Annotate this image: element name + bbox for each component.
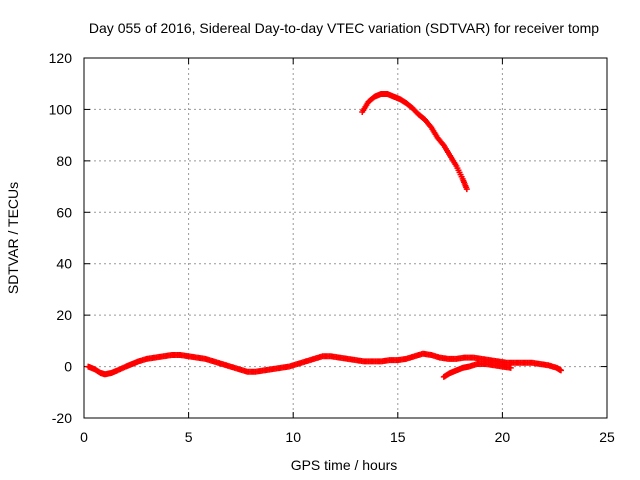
y-tick-label: 80 bbox=[56, 153, 72, 169]
y-tick-label: 120 bbox=[49, 50, 73, 66]
x-tick-label: 5 bbox=[185, 429, 193, 445]
x-tick-label: 20 bbox=[495, 429, 511, 445]
x-tick-label: 15 bbox=[390, 429, 406, 445]
y-axis-label: SDTVAR / TECUs bbox=[5, 182, 21, 294]
x-tick-label: 25 bbox=[599, 429, 615, 445]
y-tick-label: 40 bbox=[56, 256, 72, 272]
x-tick-label: 0 bbox=[80, 429, 88, 445]
data-series bbox=[85, 91, 564, 380]
y-tick-label: -20 bbox=[52, 410, 72, 426]
data-point bbox=[463, 186, 470, 193]
y-tick-label: 100 bbox=[49, 101, 73, 117]
y-tick-label: 0 bbox=[64, 359, 72, 375]
x-tick-label: 10 bbox=[285, 429, 301, 445]
plot-frame bbox=[83, 57, 608, 419]
x-axis-label: GPS time / hours bbox=[291, 457, 398, 473]
series-1 bbox=[85, 350, 564, 378]
y-tick-label: 60 bbox=[56, 204, 72, 220]
data-point bbox=[507, 364, 514, 371]
series-2 bbox=[440, 361, 514, 380]
axis-ticks: 0 5 10 15 20 25 -20 0 20 40 60 80 100 120 bbox=[49, 50, 615, 445]
series-3 bbox=[359, 91, 470, 193]
data-point bbox=[557, 367, 564, 374]
chart-title: Day 055 of 2016, Sidereal Day-to-day VTE… bbox=[89, 20, 599, 36]
grid bbox=[84, 58, 607, 418]
y-tick-label: 20 bbox=[56, 307, 72, 323]
